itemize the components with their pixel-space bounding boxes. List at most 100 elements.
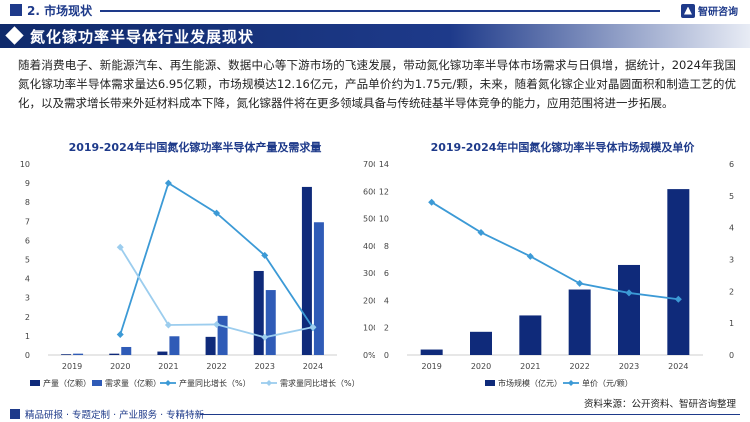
legend-swatch [92, 380, 102, 386]
left-tick-label: 8 [384, 242, 389, 251]
right-tick-label: 100% [363, 324, 375, 333]
right-tick-label: 300% [363, 269, 375, 278]
right-tick-label: 1 [729, 319, 734, 328]
bar-2 [313, 222, 324, 355]
right-tick-label: 500% [363, 215, 375, 224]
category-label: 2023 [255, 362, 275, 371]
right-tick-label: 4 [729, 224, 734, 233]
category-label: 2024 [303, 362, 323, 371]
line-point-1 [526, 252, 534, 260]
left-tick-label: 10 [20, 160, 30, 169]
left-tick-label: 2 [25, 313, 30, 322]
chart2-title: 2019-2024年中国氮化镓功率半导体市场规模及单价 [430, 141, 695, 154]
category-label: 2019 [62, 362, 82, 371]
source-note: 资料来源：公开资料、智研咨询整理 [583, 399, 736, 410]
line-point-2 [116, 243, 124, 251]
legend-label: 产量（亿颗） [43, 378, 91, 388]
right-tick-label: 0 [729, 351, 734, 360]
category-label: 2020 [110, 362, 130, 371]
left-tick-label: 7 [25, 217, 30, 226]
legend-label: 需求量（亿颗） [105, 378, 161, 388]
logo-text: 智研咨询 [698, 7, 738, 18]
bar-1 [470, 331, 492, 355]
brand-logo: 智研咨询 [681, 3, 738, 18]
bar-1 [618, 264, 640, 355]
category-label: 2024 [668, 362, 688, 371]
right-tick-label: 6 [729, 160, 734, 169]
right-tick-label: 2 [729, 287, 734, 296]
bar-2 [217, 315, 228, 355]
legend-marker [165, 380, 171, 386]
page-title: 氮化镓功率半导体行业发展现状 [30, 28, 255, 46]
left-tick-label: 6 [384, 269, 389, 278]
left-tick-label: 3 [25, 294, 30, 303]
legend-swatch [30, 380, 40, 386]
series-line-1 [431, 201, 679, 301]
bar-1 [253, 270, 264, 355]
left-tick-label: 9 [25, 179, 30, 188]
category-label: 2023 [619, 362, 639, 371]
line-point-2 [309, 323, 317, 331]
series-line-1 [119, 181, 314, 335]
right-tick-label: 3 [729, 256, 734, 265]
bar-1 [519, 315, 542, 355]
legend-swatch [485, 380, 495, 386]
bar-2 [121, 346, 132, 355]
bar-1 [61, 354, 72, 355]
right-tick-label: 600% [363, 187, 375, 196]
footer-square-icon [10, 409, 20, 419]
bar-1 [301, 186, 312, 355]
left-tick-label: 12 [379, 187, 389, 196]
footer-tagline: 精品研报 · 专题定制 · 产业服务 · 专精特新 [25, 410, 205, 421]
line-point-1 [428, 198, 436, 206]
production-demand-chart: 0123456789100%100%200%300%400%500%600%70… [20, 160, 375, 388]
bar-2 [73, 353, 84, 355]
right-tick-label: 700% [363, 160, 375, 169]
title-banner: 氮化镓功率半导体行业发展现状 [0, 24, 750, 48]
logo-icon [681, 3, 695, 18]
left-tick-label: 6 [25, 236, 30, 245]
bar-1 [568, 289, 591, 355]
left-tick-label: 0 [384, 351, 389, 360]
line-point-1 [674, 295, 682, 303]
section-square-icon [10, 4, 22, 16]
section-header: 2. 市场现状 智研咨询 [0, 0, 750, 22]
line-point-1 [576, 279, 584, 287]
legend-label: 单价（元/颗） [582, 378, 633, 388]
category-label: 2022 [569, 362, 589, 371]
chart1-title: 2019-2024年中国氮化镓功率半导体产量及需求量 [68, 141, 322, 154]
category-label: 2020 [471, 362, 491, 371]
category-label: 2022 [206, 362, 226, 371]
left-tick-label: 4 [25, 275, 30, 284]
line-point-2 [261, 333, 269, 341]
bar-2 [169, 336, 180, 355]
left-tick-label: 2 [384, 324, 389, 333]
footer-rule [200, 414, 740, 415]
legend-label: 产量同比增长（%） [179, 378, 251, 388]
category-label: 2021 [520, 362, 540, 371]
left-tick-label: 0 [25, 351, 30, 360]
line-point-1 [213, 209, 221, 217]
description-paragraph: 随着消费电子、新能源汽车、再生能源、数据中心等下游市场的飞速发展，带动氮化镓功率… [18, 58, 736, 110]
left-tick-label: 10 [379, 215, 389, 224]
left-tick-label: 1 [25, 332, 30, 341]
line-point-1 [625, 289, 633, 297]
left-tick-label: 4 [384, 296, 389, 305]
bar-1 [205, 336, 216, 355]
legend-label: 市场规模（亿元） [498, 378, 562, 388]
bar-1 [157, 351, 168, 355]
bar-1 [420, 349, 443, 355]
line-point-2 [213, 320, 221, 328]
line-point-2 [164, 321, 172, 329]
left-tick-label: 14 [379, 160, 389, 169]
right-tick-label: 200% [363, 296, 375, 305]
right-tick-label: 400% [363, 242, 375, 251]
diamond-icon [5, 26, 24, 45]
left-tick-label: 8 [25, 198, 30, 207]
category-label: 2019 [421, 362, 441, 371]
footer-bar: 精品研报 · 专题定制 · 产业服务 · 专精特新 [0, 405, 750, 422]
category-label: 2021 [158, 362, 178, 371]
bar-1 [109, 353, 120, 355]
line-point-1 [261, 251, 269, 259]
